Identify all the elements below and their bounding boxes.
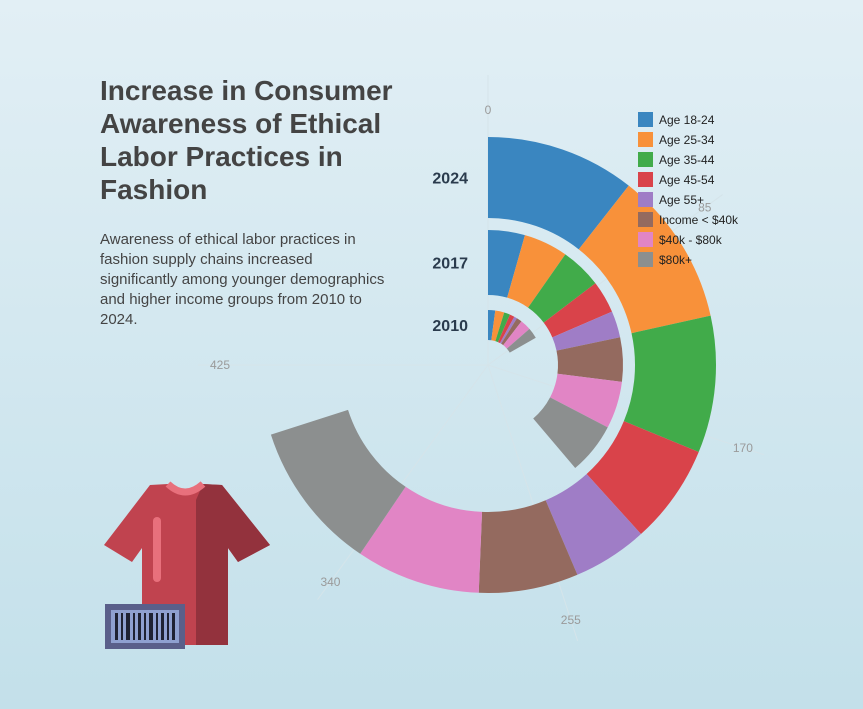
t-shirt-illustration (104, 481, 270, 649)
arc-segment-2010-5[interactable] (499, 316, 517, 344)
arc-segment-2024-6[interactable] (478, 500, 578, 593)
tick-label: 340 (320, 575, 340, 589)
arc-segment-2024-8[interactable] (270, 409, 406, 554)
chart-subtitle: Awareness of ethical labor practices in … (100, 231, 385, 328)
arc-segment-2017-2[interactable] (507, 235, 566, 308)
arc-segment-2010-7[interactable] (503, 321, 530, 349)
legend-swatch (638, 172, 653, 187)
arc-segment-2010-3[interactable] (495, 312, 510, 343)
arc-segment-2017-5[interactable] (552, 311, 621, 351)
arc-segment-2010-4[interactable] (497, 314, 515, 344)
chart-arcs (270, 137, 716, 593)
legend-swatch (638, 232, 653, 247)
chart-title: Increase in Consumer Awareness of Ethica… (100, 75, 393, 205)
arc-segment-2024-7[interactable] (360, 486, 483, 593)
arc-segment-2010-2[interactable] (491, 310, 505, 342)
legend-swatch (638, 252, 653, 267)
tick-label: 85 (698, 200, 712, 214)
t-shirt-collar (165, 481, 206, 496)
arc-segment-2017-1[interactable] (488, 230, 525, 298)
arc-segment-2017-8[interactable] (533, 397, 608, 469)
arc-segment-2024-1[interactable] (488, 137, 629, 250)
legend-swatch (638, 132, 653, 147)
legend-label: Age 55+ (659, 193, 704, 207)
legend-label: Age 18-24 (659, 113, 715, 127)
legend-swatch (638, 212, 653, 227)
t-shirt-highlight (153, 517, 161, 582)
legend-label: Age 45-54 (659, 173, 715, 187)
price-tag-icon (105, 604, 185, 649)
tick-label: 255 (561, 613, 581, 627)
legend-label: $80k+ (659, 253, 692, 267)
arc-segment-2010-6[interactable] (501, 318, 522, 346)
legend-swatch (638, 112, 653, 127)
legend-label: Age 35-44 (659, 153, 715, 167)
tick-label: 425 (210, 358, 230, 372)
series-label: 2017 (432, 256, 468, 273)
tick-labels: 0 85 170 255 340 425 (210, 103, 753, 627)
series-label: 2010 (432, 318, 468, 335)
axis-line (487, 364, 764, 456)
arc-segment-2010-8[interactable] (506, 328, 536, 353)
legend-swatch (638, 192, 653, 207)
arc-segment-2024-4[interactable] (586, 421, 699, 535)
axis-line (487, 364, 579, 641)
legend-label: $40k - $80k (659, 233, 723, 247)
series-label: 2024 (432, 171, 468, 188)
arc-segment-2017-6[interactable] (556, 337, 623, 382)
legend-label: Age 25-34 (659, 133, 715, 147)
tick-label: 0 (485, 103, 492, 117)
tick-label: 170 (733, 441, 753, 455)
axis-line (317, 364, 489, 600)
legend: Age 18-24 Age 25-34 Age 35-44 Age 45-54 Age … (638, 112, 739, 267)
legend-swatch (638, 152, 653, 167)
arc-segment-2024-5[interactable] (545, 473, 641, 575)
arc-segment-2024-3[interactable] (623, 315, 716, 453)
arc-segment-2017-7[interactable] (550, 373, 622, 428)
arc-segment-2010-1[interactable] (488, 310, 496, 341)
t-shirt-shadow (196, 484, 270, 645)
arc-segment-2017-3[interactable] (528, 254, 596, 323)
series-labels: 2010 2017 2024 (432, 171, 468, 336)
arc-segment-2017-4[interactable] (543, 283, 612, 338)
legend-label: Income < $40k (659, 213, 739, 227)
